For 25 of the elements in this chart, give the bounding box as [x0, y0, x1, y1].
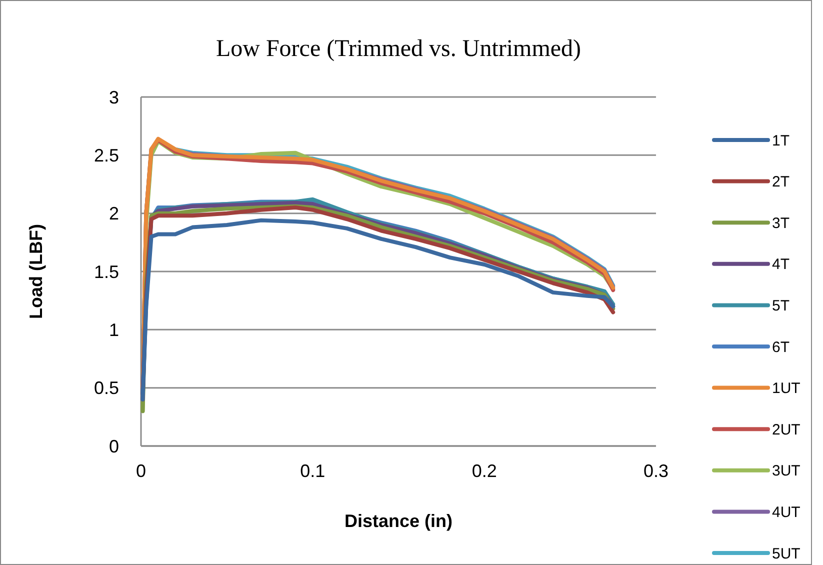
legend-label: 3T [772, 214, 790, 232]
x-axis-title: Distance (in) [344, 511, 453, 531]
chart-title: Low Force (Trimmed vs. Untrimmed) [216, 36, 582, 62]
legend-label: 1UT [772, 380, 800, 398]
legend-label: 3UT [772, 462, 800, 480]
legend-label: 6T [772, 338, 790, 356]
y-tick-label: 2.5 [94, 145, 119, 166]
legend-label: 4UT [772, 504, 800, 521]
legend-label: 5UT [772, 545, 800, 562]
x-tick-label: 0.1 [300, 461, 326, 481]
legend-label: 2UT [772, 421, 800, 438]
y-tick-label: 0.5 [94, 378, 119, 398]
legend-label: 4T [772, 256, 790, 274]
legend-label: 5T [772, 297, 790, 314]
x-tick-label: 0.3 [643, 461, 669, 481]
y-tick-label: 3 [108, 87, 119, 108]
legend-label: 2T [772, 174, 790, 191]
y-tick-label: 1 [108, 320, 119, 340]
y-tick-label: 0 [108, 436, 119, 456]
legend-label: 1T [772, 132, 790, 150]
y-axis-title: Load (LBF) [26, 224, 46, 319]
x-tick-label: 0 [136, 461, 146, 481]
y-tick-label: 1.5 [94, 262, 119, 282]
y-tick-label: 2 [108, 204, 119, 224]
x-tick-label: 0.2 [472, 461, 497, 481]
